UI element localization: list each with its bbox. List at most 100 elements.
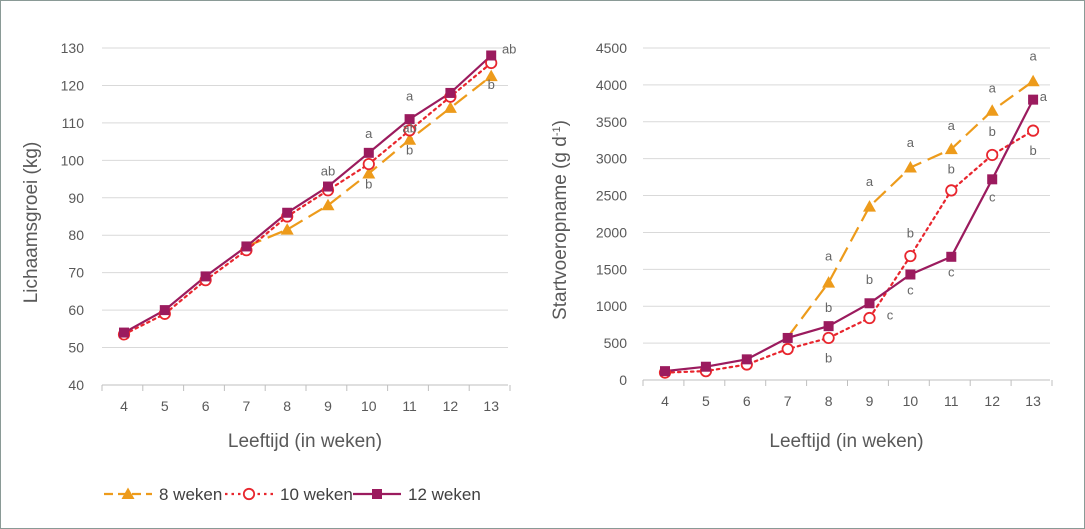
panel2-data-point-12-weken [946, 251, 957, 262]
panel2-data-point-10-weken [863, 311, 876, 325]
panel2-x-tick-label: 8 [825, 393, 833, 409]
panel1-series-line-12-weken [123, 54, 492, 334]
panel2-data-point-12-weken [823, 321, 834, 332]
panel1-data-point-8-weken [484, 69, 498, 82]
panel2-significance-label: a [907, 135, 915, 150]
panel2-significance-label: a [989, 80, 997, 95]
panel1-x-tick-label: 7 [243, 398, 251, 414]
panel2-data-point-8-weken [903, 161, 917, 173]
panel2-y-axis-title: Startvoeropname (g d-1) [550, 120, 571, 320]
legend-marker-10-weken [242, 487, 256, 501]
panel1-x-tick-label: 12 [443, 398, 459, 414]
panel1-y-tick-label: 130 [61, 40, 85, 56]
panel1-y-tick-label: 100 [61, 152, 85, 168]
panel1-x-tick-label: 6 [202, 398, 210, 414]
panel1-significance-label: ab [402, 120, 416, 135]
panel1-data-point-12-weken [200, 271, 211, 282]
panel2-significance-label: b [948, 161, 955, 176]
panel2-significance-label: a [866, 174, 874, 189]
panel1-x-tick-label: 4 [120, 398, 128, 414]
legend-marker-8-weken [121, 487, 135, 499]
panel2-x-tick-label: 9 [866, 393, 874, 409]
panel1-data-point-12-weken [404, 114, 415, 125]
panel2-x-tick-label: 6 [743, 393, 751, 409]
legend-label: 12 weken [408, 485, 481, 504]
panel2-x-tick-label: 10 [903, 393, 919, 409]
panel2-significance-label: b [1029, 143, 1036, 158]
panel2-data-point-10-weken [945, 184, 958, 197]
panel1-data-point-10-weken [403, 124, 416, 137]
panel2-y-tick-label: 0 [619, 372, 627, 388]
panel2-x-tick-label: 11 [944, 393, 959, 409]
panel1-y-tick-label: 60 [68, 302, 84, 318]
legend-label: 8 weken [159, 485, 222, 504]
panel1-data-point-12-weken [363, 147, 374, 158]
panel2-data-point-10-weken [822, 331, 835, 345]
panel2-data-point-12-weken [700, 361, 711, 372]
panel2-significance-label: b [866, 272, 873, 287]
panel1-x-tick-label: 5 [161, 398, 169, 414]
panel2-x-tick-label: 7 [784, 393, 792, 409]
panel2-significance-label: a [825, 248, 833, 263]
panel1-data-point-12-weken [282, 207, 293, 218]
panel2-significance-label: a [1029, 49, 1037, 64]
panel2-data-point-10-weken [1027, 124, 1040, 137]
panel2-data-point-12-weken [905, 269, 916, 280]
panel2-y-tick-label: 4000 [596, 77, 627, 93]
panel2-significance-label: b [825, 300, 832, 315]
panel2-y-tick-label: 4500 [596, 40, 627, 56]
panel2-significance-label: b [989, 124, 996, 139]
panel2-data-point-12-weken [1028, 94, 1039, 105]
panel2-y-tick-label: 3000 [596, 151, 627, 167]
panel2-x-tick-label: 4 [661, 393, 669, 409]
panel1-significance-label: b [488, 77, 495, 92]
panel1-data-point-12-weken [159, 305, 170, 316]
panel2-significance-label: c [887, 308, 894, 323]
panel2-series-line-8-weken [786, 80, 1034, 338]
panel2-data-point-12-weken [864, 298, 875, 309]
panel2-x-tick-label: 13 [1025, 393, 1041, 409]
panel1-data-point-8-weken [321, 198, 335, 211]
panel2-data-point-12-weken [660, 366, 670, 377]
panel2-data-point-10-weken [781, 342, 794, 356]
panel2-data-point-8-weken [944, 142, 958, 155]
panel2-x-tick-label: 5 [702, 393, 710, 409]
panel2-y-tick-label: 3500 [596, 114, 627, 130]
panel2-significance-label: a [948, 118, 956, 133]
panel2-y-tick-label: 1500 [596, 261, 627, 277]
panel1-y-tick-label: 80 [68, 227, 84, 243]
panel2-data-point-8-weken [822, 276, 836, 288]
panel1-significance-label: b [406, 143, 413, 158]
panel1-y-tick-label: 90 [68, 190, 84, 206]
panel1-y-tick-label: 120 [61, 77, 85, 93]
panel2-x-axis-title: Leeftijd (in weken) [769, 431, 923, 452]
panel1-x-tick-label: 9 [324, 398, 332, 414]
panel2-y-tick-label: 1000 [596, 298, 627, 314]
panel1-significance-label: b [365, 176, 372, 191]
panel2-significance-label: a [1040, 89, 1048, 104]
panel1-significance-label: ab [321, 163, 335, 178]
panel1-data-point-8-weken [362, 166, 376, 179]
panel1-y-tick-label: 70 [68, 265, 84, 281]
panel1-significance-label: ab [502, 42, 516, 57]
legend-label: 10 weken [280, 485, 353, 504]
panel1-data-point-12-weken [445, 87, 456, 98]
panel2-data-point-8-weken [985, 104, 999, 116]
panel1-significance-label: a [406, 88, 414, 103]
panel1-series-line-10-weken [122, 61, 493, 336]
panel1-data-point-12-weken [241, 241, 252, 252]
panel1-x-tick-label: 13 [483, 398, 499, 414]
panel1-significance-label: a [365, 126, 373, 141]
panel2-series-line-10-weken [663, 129, 1035, 374]
panel2-data-point-12-weken [782, 332, 793, 343]
panel1-data-point-8-weken [443, 101, 457, 113]
panel2-significance-label: c [989, 189, 996, 204]
panel1-x-axis-title: Leeftijd (in weken) [228, 431, 382, 452]
panel2-x-tick-label: 12 [984, 393, 1000, 409]
panel2-data-point-8-weken [1026, 74, 1040, 87]
panel2-data-point-10-weken [986, 148, 999, 162]
legend-marker-12-weken [372, 489, 382, 499]
panel2-data-point-10-weken [904, 249, 917, 263]
